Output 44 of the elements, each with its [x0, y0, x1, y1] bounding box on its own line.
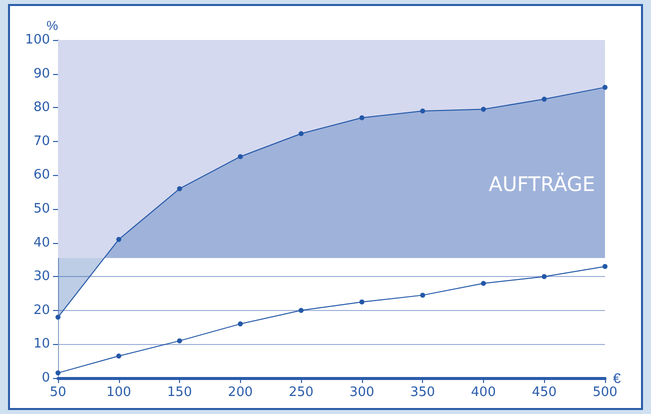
y-tick-label: 90	[33, 66, 50, 82]
y-tick-label: 100	[25, 32, 50, 48]
point	[480, 106, 486, 112]
point	[602, 264, 608, 269]
x-tick-label: 450	[532, 385, 557, 400]
y-axis-title: %	[46, 18, 58, 33]
y-tick-label: 50	[33, 202, 50, 216]
point	[542, 96, 547, 102]
x-tick-label: 100	[106, 385, 132, 400]
point	[177, 186, 182, 192]
annotation: AUFTRÄGE	[488, 172, 596, 196]
y-tick-label: 40	[33, 235, 50, 250]
point	[56, 370, 60, 376]
x-tick-label: 350	[410, 385, 436, 400]
point	[116, 354, 122, 359]
y-tick-label: 60	[33, 168, 50, 183]
x-tick-label: 200	[228, 385, 253, 400]
x-tick-label: 500	[592, 385, 618, 400]
point	[298, 131, 304, 136]
y-tick-label: 30	[33, 269, 50, 284]
x-tick-label: 400	[471, 385, 496, 400]
point	[238, 321, 243, 326]
point	[177, 338, 182, 344]
x-tick-label: 250	[288, 385, 314, 400]
y-tick-label: 0	[42, 370, 50, 386]
x-tick-label: 50	[50, 385, 66, 400]
point	[56, 314, 60, 320]
point	[420, 292, 426, 298]
point	[359, 115, 364, 120]
point	[116, 236, 122, 242]
y-tick-label: 10	[33, 336, 50, 352]
point	[542, 274, 547, 280]
x-tick-label: 300	[349, 385, 374, 400]
x-tick-label: 150	[167, 385, 192, 400]
point	[359, 299, 364, 304]
y-tick-label: 70	[33, 134, 50, 149]
point	[298, 308, 304, 313]
point	[602, 84, 608, 90]
y-tick-label: 20	[33, 302, 50, 318]
point	[480, 280, 486, 286]
point	[420, 108, 426, 114]
point	[238, 154, 243, 160]
y-tick-label: 80	[33, 100, 50, 116]
x-axis-title: €	[613, 370, 621, 386]
